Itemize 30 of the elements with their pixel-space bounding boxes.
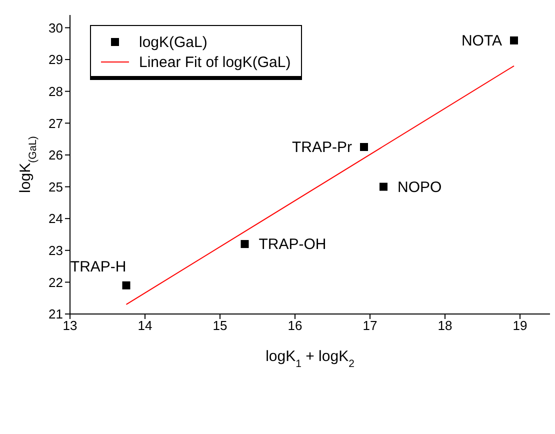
annotation: TRAP-Pr <box>292 139 352 156</box>
y-tick-label: 27 <box>48 116 63 131</box>
legend-label: logK(GaL) <box>139 34 208 50</box>
point <box>122 281 130 290</box>
point <box>240 240 249 248</box>
y-tick-label: 28 <box>48 84 63 99</box>
x-tick-label: 15 <box>212 318 228 334</box>
annotation: NOTA <box>461 32 502 50</box>
x-tick-label: 13 <box>62 318 78 334</box>
annotation: TRAP-H <box>70 258 126 276</box>
y-tick-label: 25 <box>48 179 63 194</box>
annotation: TRAP-OH <box>258 236 326 254</box>
y-tick-label: 21 <box>48 306 63 322</box>
y-tick-label: 23 <box>48 243 63 258</box>
y-tick-label: 29 <box>48 52 63 68</box>
y-tick-label: 22 <box>48 274 63 290</box>
x-tick-label: 17 <box>362 318 378 334</box>
y-tick-label: 24 <box>48 211 63 226</box>
annotation: NOPO <box>398 178 442 196</box>
legend-label: Linear Fit of logK(GaL) <box>139 54 291 70</box>
x-tick-label: 14 <box>138 318 152 334</box>
point <box>360 143 368 152</box>
y-tick-label: 26 <box>48 148 63 163</box>
x-tick-label: 16 <box>288 318 302 334</box>
x-tick-label: 18 <box>438 318 452 334</box>
point <box>380 182 388 191</box>
y-tick-label: 30 <box>48 20 63 36</box>
x-axis-title: logK$_{1}$ + logK$_{2}$ <box>266 348 355 370</box>
point <box>510 36 518 44</box>
x-tick-label: 19 <box>512 318 528 334</box>
